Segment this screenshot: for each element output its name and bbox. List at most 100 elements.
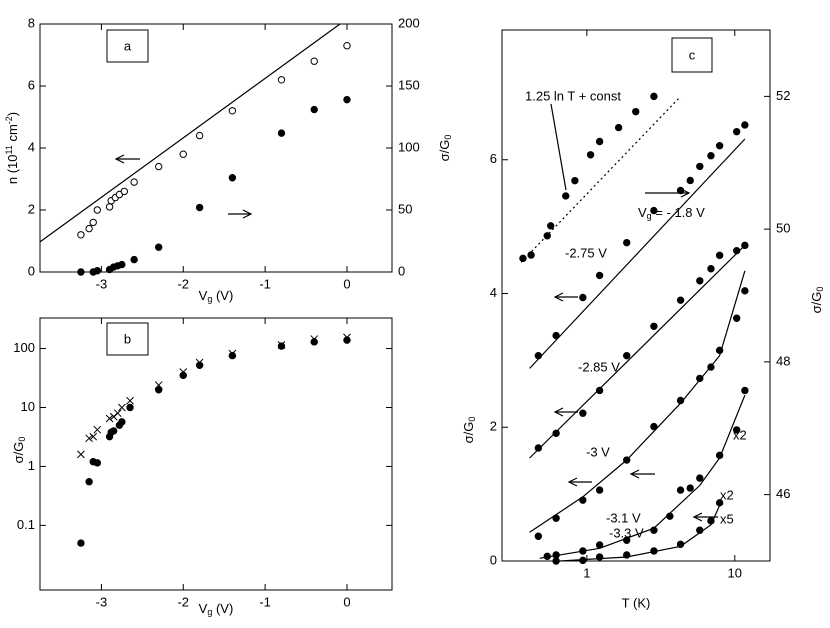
fit-line — [529, 138, 746, 369]
arrow — [228, 209, 253, 219]
x-axis-label: Vg (V) — [199, 288, 234, 303]
filled-marker — [77, 268, 85, 276]
filled-marker — [534, 532, 543, 540]
filled-marker — [228, 174, 237, 182]
filled-marker — [543, 552, 551, 561]
open-marker — [77, 231, 85, 239]
y2-axis-label: σ/G0 — [809, 287, 824, 314]
y2-tick-label: 48 — [776, 353, 790, 368]
y-tick-label: 6 — [490, 151, 497, 166]
filled-marker — [715, 346, 724, 355]
cross-marker — [118, 403, 126, 412]
filled-marker — [85, 478, 93, 486]
filled-marker — [696, 277, 704, 285]
filled-marker — [650, 322, 658, 330]
filled-marker — [552, 551, 560, 559]
y-tick-label: 2 — [28, 201, 35, 216]
open-marker — [179, 150, 187, 158]
filled-marker — [732, 127, 741, 136]
plot-frame — [501, 29, 771, 562]
arrow — [567, 477, 592, 487]
y2-tick-label: 200 — [398, 15, 420, 30]
fit-line — [529, 244, 746, 459]
open-marker — [105, 203, 114, 211]
cross-marker — [154, 381, 163, 389]
cross-marker — [89, 432, 98, 441]
cross-marker — [277, 341, 286, 349]
filled-marker — [228, 351, 237, 360]
fit-line — [520, 95, 682, 263]
y-tick-label: 0 — [490, 552, 497, 567]
filled-marker — [579, 409, 587, 417]
filled-marker — [547, 222, 555, 230]
filled-marker — [741, 287, 749, 295]
filled-marker — [579, 556, 587, 565]
filled-marker — [154, 386, 163, 394]
panel-label: a — [124, 38, 132, 53]
y-tick-label: 100 — [13, 340, 35, 355]
filled-marker — [741, 241, 749, 250]
y-axis-label: σ/G0 — [11, 437, 26, 464]
filled-marker — [623, 551, 631, 559]
x-axis-label: T (K) — [622, 595, 651, 610]
panel-label-box — [106, 322, 149, 356]
open-marker — [89, 218, 97, 227]
y-tick-label: 0 — [28, 263, 35, 278]
filled-marker — [715, 451, 724, 460]
filled-marker — [310, 105, 318, 114]
filled-marker — [552, 557, 560, 565]
filled-marker — [650, 526, 658, 534]
filled-marker — [595, 541, 604, 549]
x-tick-label: 0 — [343, 276, 350, 291]
filled-marker — [732, 246, 741, 255]
filled-marker — [571, 176, 579, 185]
filled-marker — [595, 271, 604, 280]
plot-frame — [39, 317, 393, 591]
filled-marker — [650, 547, 658, 555]
connector — [550, 103, 567, 191]
open-marker — [228, 107, 237, 115]
filled-marker — [632, 107, 640, 116]
filled-marker — [696, 474, 704, 482]
filled-marker — [543, 232, 551, 240]
panel: -3 -2 -1 0 0 2 4 6 8 0 50 100 150 200 Vg (V) n (1011 cm… — [4, 15, 452, 303]
filled-marker — [552, 331, 560, 340]
open-marker — [93, 206, 102, 214]
filled-marker — [696, 162, 704, 171]
filled-marker — [109, 427, 118, 435]
y-axis-label: σ/G0 — [461, 417, 476, 444]
x-tick-label: 1 — [583, 565, 590, 580]
series-label: -3 V — [586, 444, 610, 459]
filled-marker — [623, 351, 631, 360]
annotation: 1.25 ln T + const — [525, 88, 621, 103]
cross-marker — [85, 434, 93, 443]
filled-marker — [696, 374, 704, 383]
series-label: -2.85 V — [578, 359, 620, 374]
fit-line — [39, 23, 341, 243]
open-marker — [154, 162, 163, 171]
filled-marker — [623, 536, 631, 544]
panel-label-box — [671, 37, 713, 73]
filled-marker — [93, 459, 102, 467]
filled-marker — [707, 152, 715, 160]
x-tick-label: -2 — [177, 594, 189, 609]
filled-marker — [623, 456, 631, 464]
filled-marker — [130, 255, 138, 264]
y-tick-label: 4 — [28, 139, 35, 154]
y2-tick-label: 46 — [776, 486, 790, 501]
filled-marker — [595, 386, 604, 395]
cross-marker — [228, 349, 237, 358]
cross-marker — [179, 368, 188, 376]
y-tick-label: 4 — [490, 285, 497, 300]
plot-frame — [39, 23, 393, 273]
y-tick-label: 2 — [490, 419, 497, 434]
open-marker — [277, 76, 286, 84]
filled-marker — [126, 403, 134, 412]
filled-marker — [534, 351, 543, 360]
filled-marker — [579, 496, 587, 504]
open-marker — [85, 224, 93, 233]
arrow — [629, 469, 655, 479]
x-tick-label: 0 — [343, 594, 350, 609]
x-tick-label: -1 — [259, 594, 271, 609]
